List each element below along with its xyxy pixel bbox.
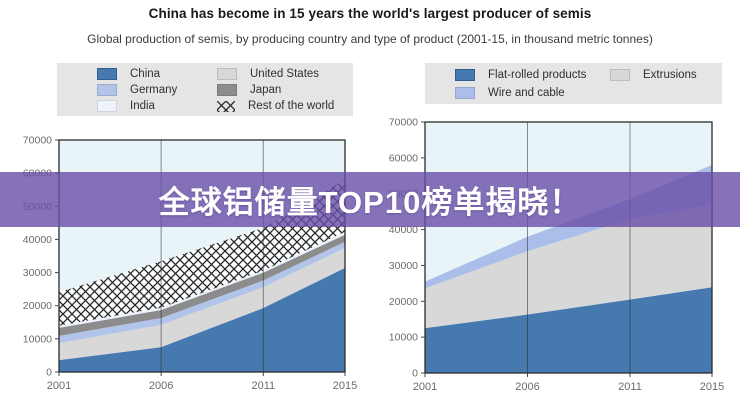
legend-swatch-icon [217, 68, 237, 80]
legend-label: Flat-rolled products [488, 69, 587, 81]
legend-swatch-icon [97, 68, 117, 80]
svg-text:10000: 10000 [389, 332, 418, 344]
legend-swatch-icon [610, 69, 630, 81]
chart-right-production-by-product: 0100002000030000400005000060000700002001… [366, 116, 740, 400]
legend-swatch-icon [217, 84, 237, 96]
area-china [59, 267, 345, 372]
legend-item-japan: Japan [217, 83, 281, 97]
legend-label: Rest of the world [248, 100, 335, 112]
svg-text:70000: 70000 [389, 117, 418, 129]
svg-text:2011: 2011 [251, 380, 275, 392]
area-japan [59, 234, 345, 336]
svg-text:0: 0 [46, 367, 52, 379]
chart-svg-right: 0100002000030000400005000060000700002001… [389, 117, 724, 394]
legend-left-chart: China Germany India United States Japan Rest … [57, 63, 353, 116]
svg-text:70000: 70000 [23, 135, 52, 147]
legend-swatch-icon [217, 100, 235, 112]
area-extrusions [425, 204, 712, 329]
legend-item-india: India [97, 99, 155, 113]
legend-swatch-icon [97, 100, 117, 112]
svg-text:40000: 40000 [23, 234, 52, 246]
legend-swatch-icon [455, 87, 475, 99]
svg-text:0: 0 [412, 368, 418, 380]
legend-label: Germany [130, 84, 178, 96]
legend-label: China [130, 68, 161, 80]
svg-text:20000: 20000 [389, 296, 418, 308]
page-title: China has become in 15 years the world's… [148, 6, 592, 21]
svg-text:2011: 2011 [618, 381, 642, 393]
legend-item-rest-of-the-world: Rest of the world [217, 99, 334, 113]
svg-text:30000: 30000 [23, 267, 52, 279]
legend-label: Extrusions [643, 69, 697, 81]
legend-item-wire-and-cable: Wire and cable [455, 86, 565, 100]
legend-swatch-icon [455, 69, 475, 81]
legend-item-extrusions: Extrusions [610, 68, 697, 82]
legend-label: India [130, 100, 155, 112]
svg-text:40000: 40000 [389, 224, 418, 236]
svg-text:2015: 2015 [333, 380, 357, 392]
svg-text:20000: 20000 [23, 300, 52, 312]
promo-banner-text: 全球铝储量TOP10榜单揭晓！ [158, 185, 582, 220]
svg-text:2001: 2001 [47, 380, 71, 392]
legend-item-flat-rolled-products: Flat-rolled products [455, 68, 586, 82]
svg-text:2015: 2015 [700, 381, 724, 393]
legend-right-chart: Flat-rolled products Wire and cable Extrus… [425, 63, 722, 104]
svg-text:30000: 30000 [389, 260, 418, 272]
area-germany [59, 241, 345, 344]
legend-label: Wire and cable [488, 87, 565, 99]
legend-item-germany: Germany [97, 83, 177, 97]
legend-label: United States [250, 68, 320, 80]
legend-item-china: China [97, 67, 160, 81]
legend-label: Japan [250, 84, 282, 96]
svg-text:2006: 2006 [515, 381, 539, 393]
svg-text:2006: 2006 [149, 380, 173, 392]
legend-item-united-states: United States [217, 67, 319, 81]
legend-swatch-icon [97, 84, 117, 96]
svg-text:2001: 2001 [413, 381, 437, 393]
area-flat-rolled-products [425, 287, 712, 373]
svg-text:10000: 10000 [23, 333, 52, 345]
svg-text:60000: 60000 [389, 152, 418, 164]
area-united-states [59, 248, 345, 361]
promo-banner-overlay[interactable]: 全球铝储量TOP10榜单揭晓！ [0, 172, 740, 227]
page-subtitle: Global production of semis, by producing… [87, 32, 653, 46]
